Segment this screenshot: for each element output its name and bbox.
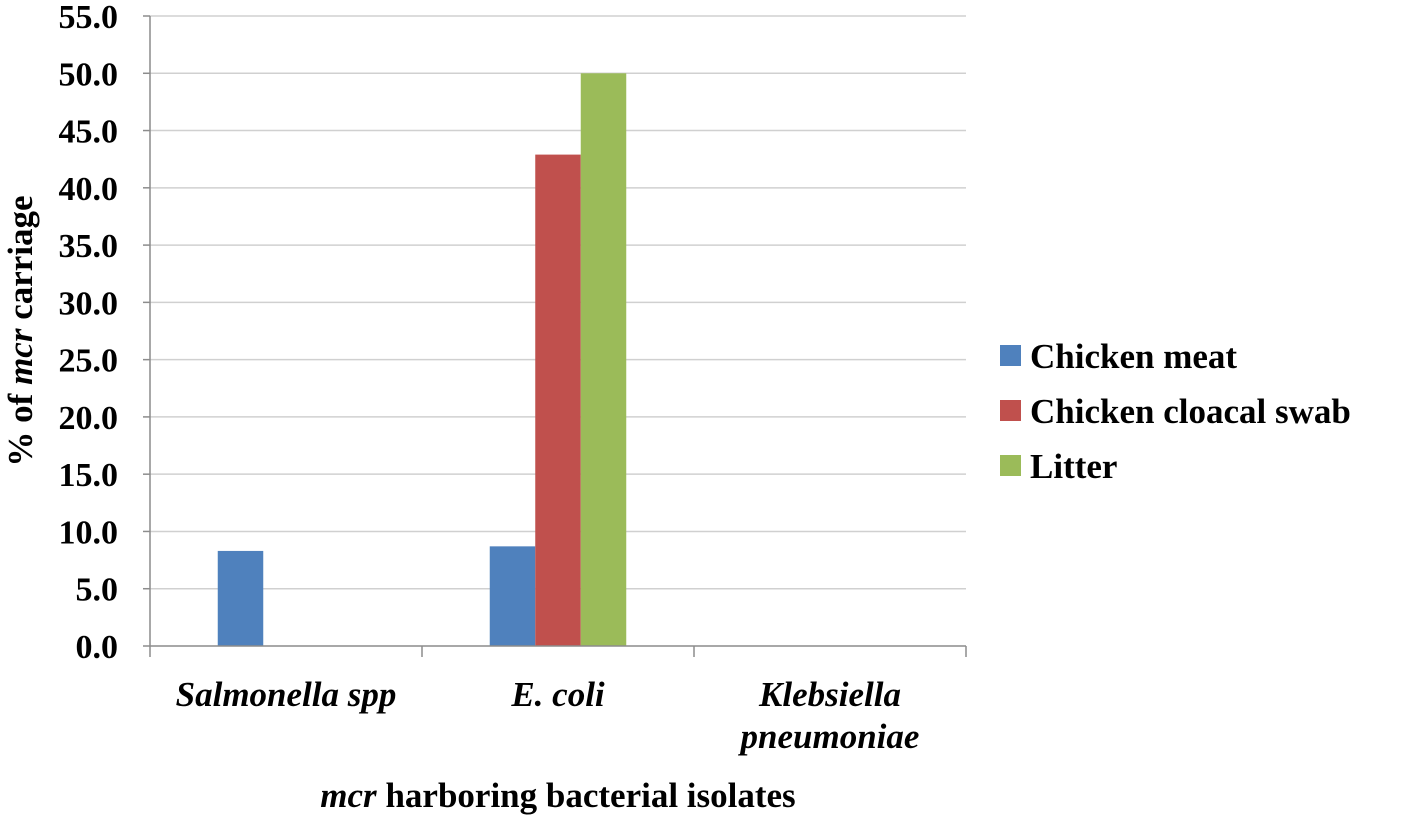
legend: Chicken meat Chicken cloacal swab Litter xyxy=(1000,337,1351,486)
legend-label: Chicken meat xyxy=(1030,337,1237,376)
legend-label: Chicken cloacal swab xyxy=(1030,392,1351,431)
x-axis-title-italic: mcr xyxy=(320,776,377,815)
bar xyxy=(217,550,264,646)
y-tick-label: 10.0 xyxy=(59,514,119,551)
y-axis-title-italic: mcr xyxy=(1,328,40,385)
y-tick-label: 30.0 xyxy=(59,285,119,322)
y-tick-label: 0.0 xyxy=(76,629,119,666)
y-tick-label: 5.0 xyxy=(76,572,119,609)
y-tick-label: 40.0 xyxy=(59,171,119,208)
x-axis-title: mcr harboring bacterial isolates xyxy=(320,776,795,815)
y-tick-label: 15.0 xyxy=(59,457,119,494)
x-tick-label: E. coli xyxy=(510,675,605,714)
legend-swatch xyxy=(1000,400,1021,421)
axes xyxy=(149,16,966,647)
y-tick-label: 45.0 xyxy=(59,114,119,151)
bar xyxy=(580,73,627,647)
legend-swatch xyxy=(1000,455,1021,476)
x-axis-title-suffix: harboring bacterial isolates xyxy=(377,776,796,815)
bars xyxy=(217,73,627,647)
y-tick-label: 55.0 xyxy=(59,0,119,36)
y-tick-label: 20.0 xyxy=(59,400,119,437)
legend-label: Litter xyxy=(1030,447,1117,486)
y-tick-labels: 0.0 5.0 10.0 15.0 20.0 25.0 30.0 35.0 40.0 45.0 50… xyxy=(59,0,119,666)
x-tick-label: Salmonella spp xyxy=(176,675,397,714)
y-axis-title-prefix: % of xyxy=(1,385,40,467)
x-tick-labels: Salmonella spp E. coli Klebsiella pneumonia… xyxy=(149,646,967,756)
y-axis-title: % of mcr carriage xyxy=(1,195,40,466)
bar xyxy=(489,546,536,646)
y-tick-label: 50.0 xyxy=(59,56,119,93)
bar xyxy=(535,154,581,646)
y-tick-label: 35.0 xyxy=(59,228,119,265)
x-tick-label: Klebsiella pneumoniae xyxy=(738,675,920,756)
y-axis-title-suffix: carriage xyxy=(1,195,40,328)
legend-swatch xyxy=(1000,345,1021,366)
y-tick-label: 25.0 xyxy=(59,343,119,380)
